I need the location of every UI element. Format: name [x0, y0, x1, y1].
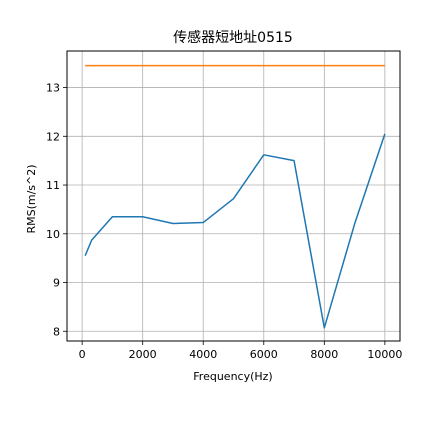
chart-title: 传感器短地址0515	[173, 29, 293, 46]
x-tick-label: 10000	[367, 348, 402, 361]
series-layer	[84, 64, 386, 329]
y-tick-label: 11	[46, 179, 60, 192]
plot-frame	[66, 50, 401, 342]
y-axis-label: RMS(m/s^2)	[25, 164, 38, 233]
ticks: 0 2000 4000 6000 8000 10000 8 9 10 11 12 13	[46, 82, 402, 361]
x-tick-label: 0	[79, 348, 86, 361]
series-line-1	[84, 133, 386, 329]
y-tick-label: 8	[53, 325, 60, 338]
y-tick-label: 9	[53, 277, 60, 290]
grid	[67, 51, 400, 341]
x-tick-label: 6000	[250, 348, 278, 361]
x-tick-label: 8000	[310, 348, 338, 361]
y-tick-label: 10	[46, 228, 60, 241]
y-tick-label: 12	[46, 130, 60, 143]
y-tick-label: 13	[46, 82, 60, 95]
x-tick-label: 2000	[129, 348, 157, 361]
x-tick-label: 4000	[189, 348, 217, 361]
x-axis-label: Frequency(Hz)	[193, 370, 272, 383]
